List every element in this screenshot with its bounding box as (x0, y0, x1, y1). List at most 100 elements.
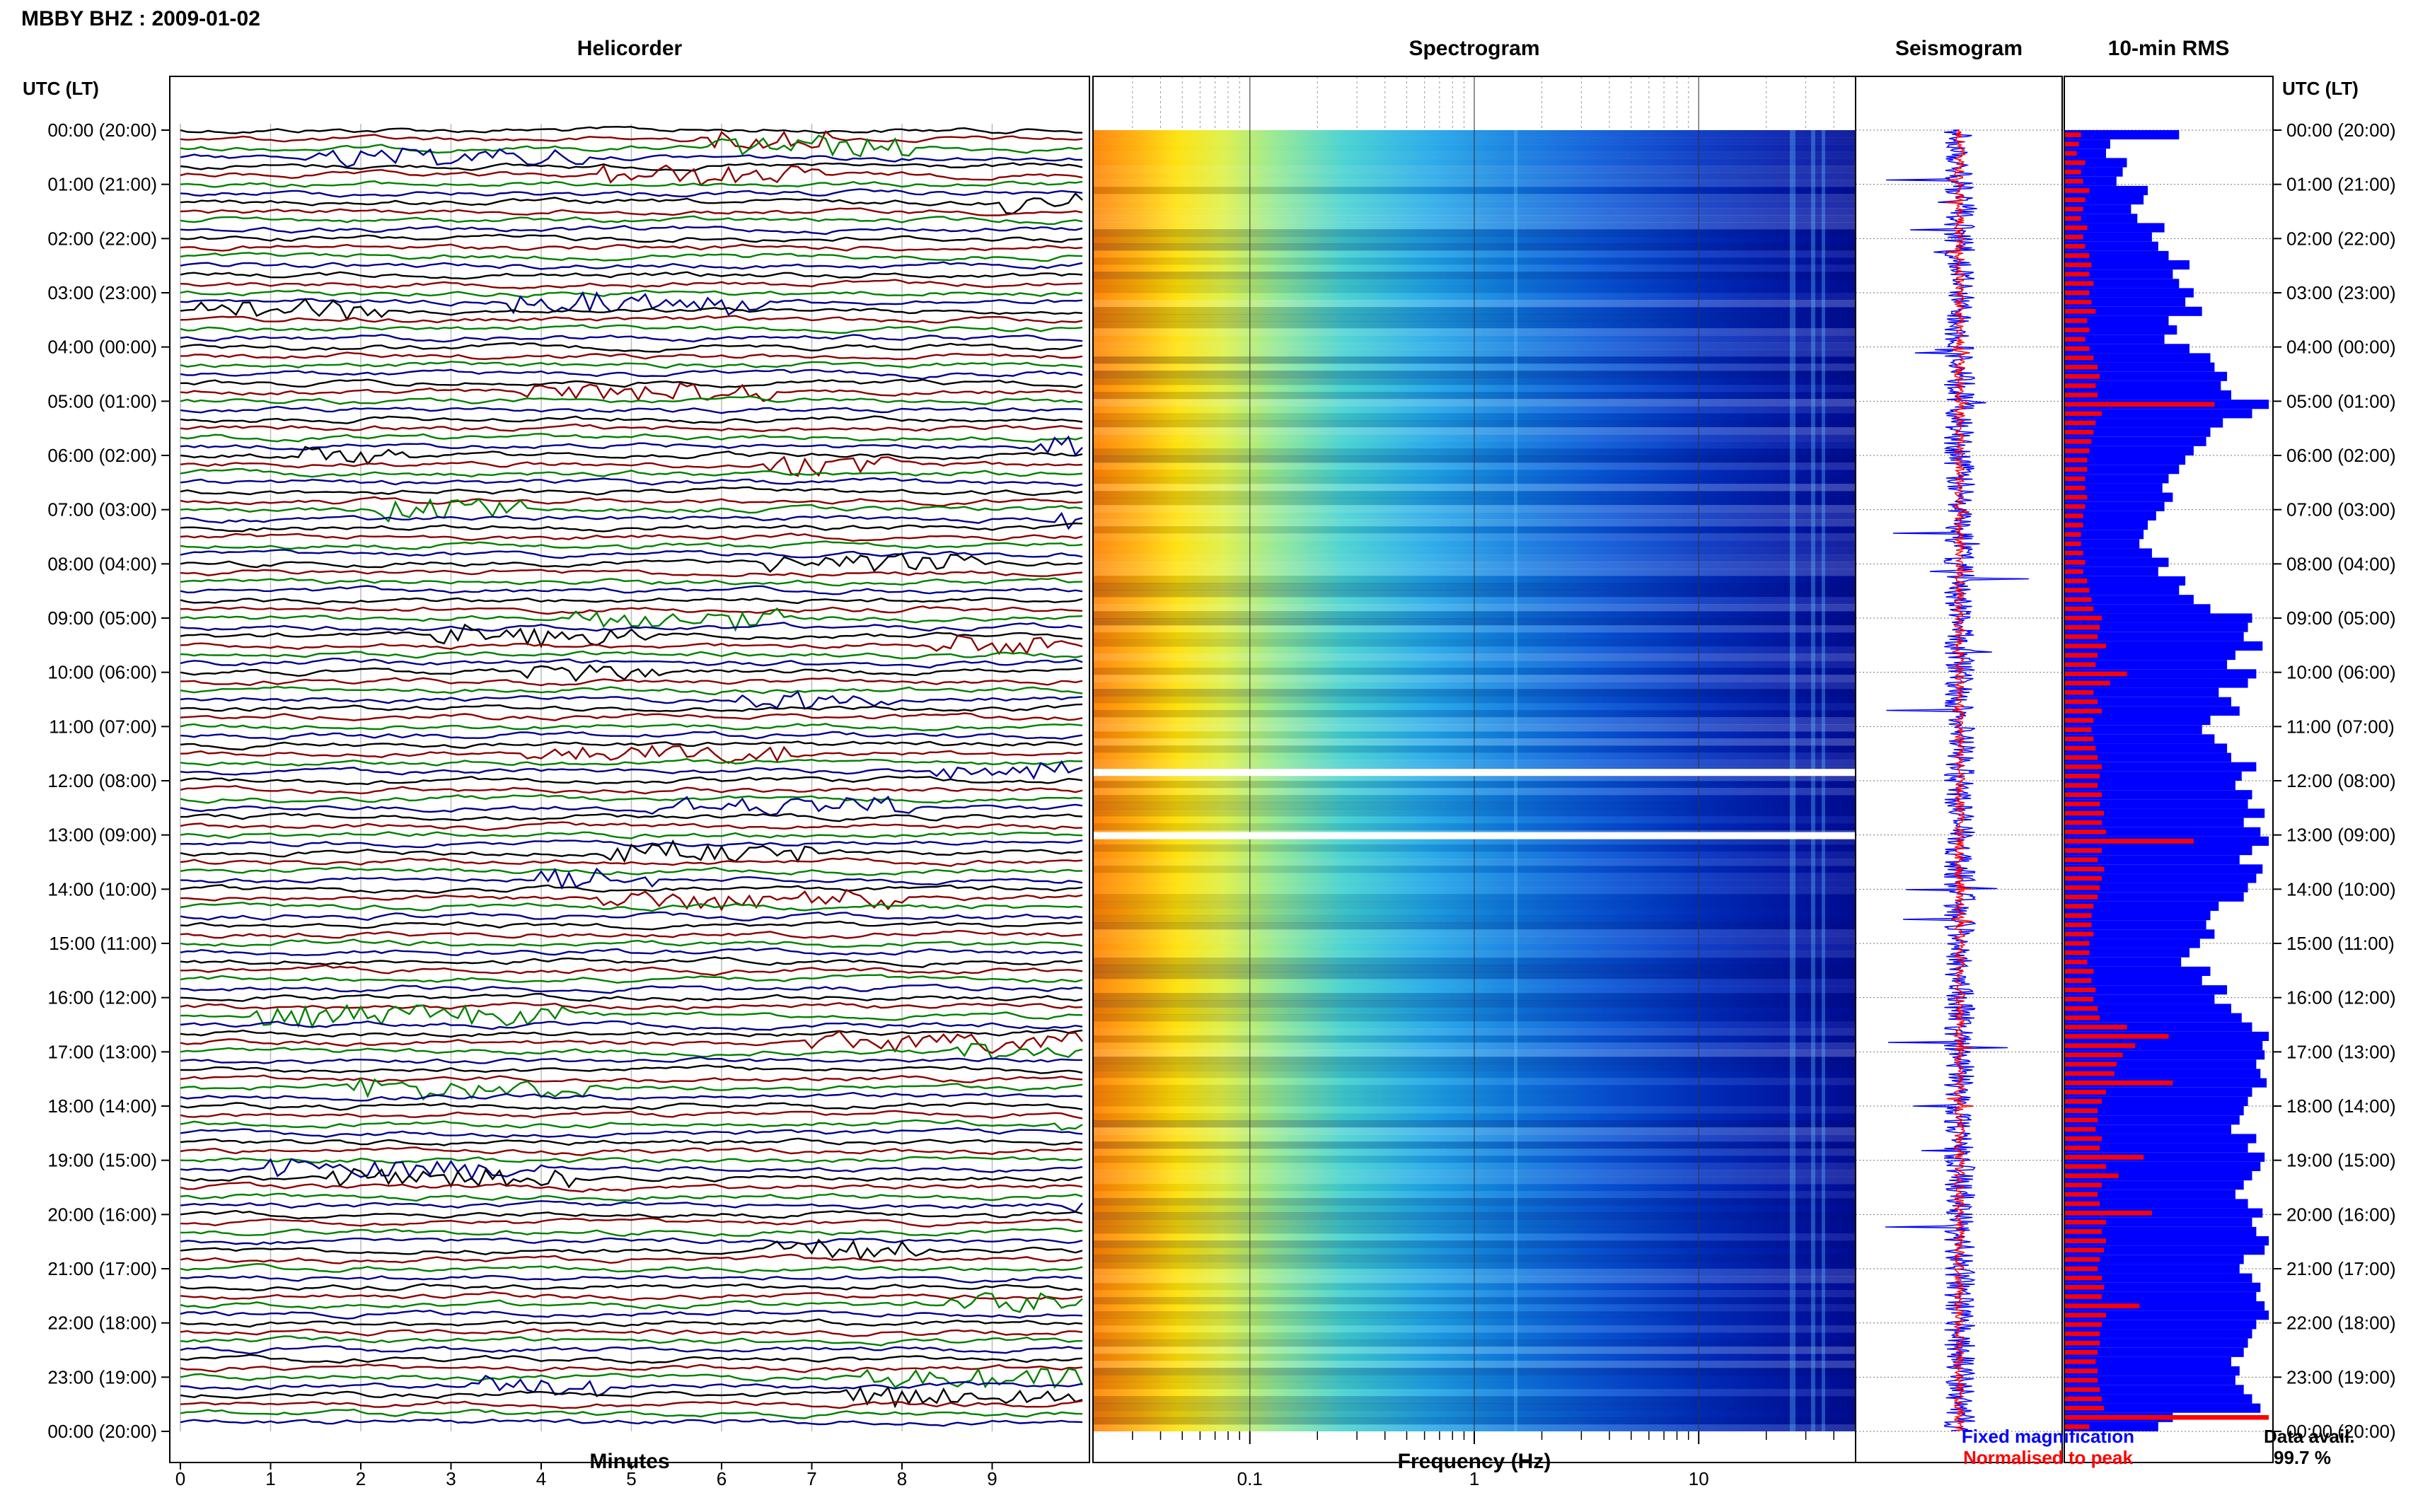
helicorder-trace (180, 956, 1083, 968)
rms-fixed-bar (2064, 660, 2228, 670)
helicorder-trace (180, 1291, 1083, 1301)
rms-fixed-bar (2064, 1124, 2231, 1134)
helicorder-trace (180, 1363, 1083, 1373)
rms-normalised-bar (2064, 327, 2090, 332)
rms-normalised-bar (2064, 439, 2092, 444)
rms-fixed-bar (2064, 613, 2252, 623)
rms-fixed-bar (2064, 288, 2194, 298)
helicorder-trace (180, 207, 1083, 216)
helicorder-x-tick-label: 7 (806, 1468, 816, 1489)
rms-normalised-bar (2064, 1405, 2104, 1411)
right-hour-tick-label: 22:00 (18:00) (2286, 1313, 2396, 1334)
rms-normalised-bar (2064, 736, 2094, 742)
rms-fixed-bar (2064, 269, 2173, 279)
helicorder-trace (180, 1020, 1083, 1031)
rms-normalised-bar (2064, 272, 2090, 277)
helicorder-trace (180, 1217, 1083, 1228)
rms-normalised-bar (2064, 830, 2106, 834)
helicorder-x-tick-label: 6 (717, 1468, 727, 1489)
helicorder-trace (180, 435, 1083, 457)
seismogram-normalised-trace (1945, 129, 1974, 1431)
helicorder-trace (180, 1367, 1084, 1389)
helicorder-trace (180, 368, 1083, 380)
rms-normalised-bar (2064, 225, 2088, 231)
helicorder-trace (180, 477, 1083, 487)
rms-fixed-bar (2064, 706, 2240, 716)
rms-normalised-bar (2064, 262, 2092, 267)
rms-normalised-bar (2064, 755, 2098, 760)
data-availability-value: 99.7 % (2274, 1447, 2331, 1468)
rms-normalised-bar (2064, 513, 2083, 518)
rms-normalised-bar (2064, 1415, 2269, 1420)
helicorder-trace (180, 291, 1083, 316)
data-availability-label: Data avail. (2264, 1426, 2355, 1447)
rms-fixed-bar (2064, 465, 2180, 475)
rms-normalised-bar (2064, 1080, 2173, 1086)
rms-fixed-bar (2064, 799, 2248, 809)
rms-normalised-bar (2064, 690, 2094, 695)
rms-fixed-bar (2064, 566, 2158, 576)
left-hour-tick-label: 21:00 (17:00) (47, 1258, 157, 1279)
helicorder-trace (180, 569, 1083, 578)
rms-fixed-bar (2064, 297, 2186, 307)
seismogram-frame (1855, 76, 2063, 1463)
rms-fixed-bar (2064, 632, 2244, 641)
rms-normalised-bar (2064, 1145, 2100, 1151)
helicorder-trace (180, 1127, 1083, 1139)
rms-normalised-bar (2064, 420, 2096, 426)
helicorder-trace (180, 1274, 1083, 1284)
rms-normalised-bar (2064, 523, 2083, 528)
right-hour-tick-label: 12:00 (08:00) (2286, 770, 2396, 791)
helicorder-trace (180, 486, 1083, 496)
rms-fixed-bar (2064, 1403, 2261, 1413)
rms-normalised-bar (2064, 559, 2086, 565)
helicorder-trace (180, 1262, 1083, 1274)
rms-fixed-bar (2064, 586, 2180, 595)
rms-fixed-bar (2064, 948, 2189, 958)
rms-normalised-bar (2064, 671, 2127, 677)
right-hour-tick-label: 18:00 (14:00) (2286, 1095, 2396, 1117)
rms-fixed-bar (2064, 1115, 2240, 1125)
rms-fixed-bar (2064, 511, 2156, 521)
rms-normalised-bar (2064, 597, 2092, 602)
left-hour-tick-label: 05:00 (01:00) (47, 390, 157, 412)
rms-fixed-bar (2064, 1264, 2240, 1274)
rms-normalised-bar (2064, 699, 2098, 704)
helicorder-trace (180, 1156, 1083, 1164)
rms-fixed-bar (2064, 752, 2231, 762)
rms-normalised-bar (2064, 364, 2098, 370)
helicorder-trace (180, 775, 1083, 786)
helicorder-trace (180, 839, 1083, 863)
helicorder-trace (180, 1238, 1083, 1261)
rms-normalised-bar (2064, 774, 2100, 779)
rms-normalised-bar (2064, 216, 2081, 221)
spectrogram-title: Spectrogram (1408, 37, 1540, 60)
rms-normalised-bar (2064, 290, 2090, 296)
helicorder-trace (180, 622, 1083, 632)
helicorder-trace (180, 233, 1083, 243)
helicorder-x-tick-label: 9 (987, 1468, 997, 1489)
left-hour-tick-label: 03:00 (23:00) (47, 282, 157, 303)
rms-fixed-bar (2064, 353, 2211, 363)
rms-normalised-bar (2064, 1155, 2144, 1160)
left-hour-tick-label: 15:00 (11:00) (49, 933, 157, 954)
rms-fixed-bar (2064, 1255, 2244, 1264)
rms-fixed-bar (2064, 1338, 2248, 1348)
helicorder-trace (180, 929, 1083, 939)
rms-fixed-bar (2064, 846, 2252, 856)
rms-normalised-bar (2064, 141, 2079, 146)
rms-normalised-bar (2064, 895, 2098, 900)
helicorder-trace (180, 740, 1083, 751)
rms-normalised-bar (2064, 801, 2100, 807)
rms-fixed-bar (2064, 929, 2215, 939)
rms-normalised-bar (2064, 281, 2094, 286)
helicorder-frame (169, 76, 1090, 1463)
rms-fixed-bar (2064, 883, 2248, 892)
spectrogram-x-tick-label: 1 (1469, 1468, 1479, 1489)
rms-fixed-bar (2064, 651, 2235, 661)
rms-normalised-bar (2064, 839, 2194, 844)
rms-fixed-bar (2064, 762, 2257, 772)
left-hour-tick-label: 19:00 (15:00) (47, 1150, 157, 1171)
helicorder-trace (180, 1335, 1083, 1347)
